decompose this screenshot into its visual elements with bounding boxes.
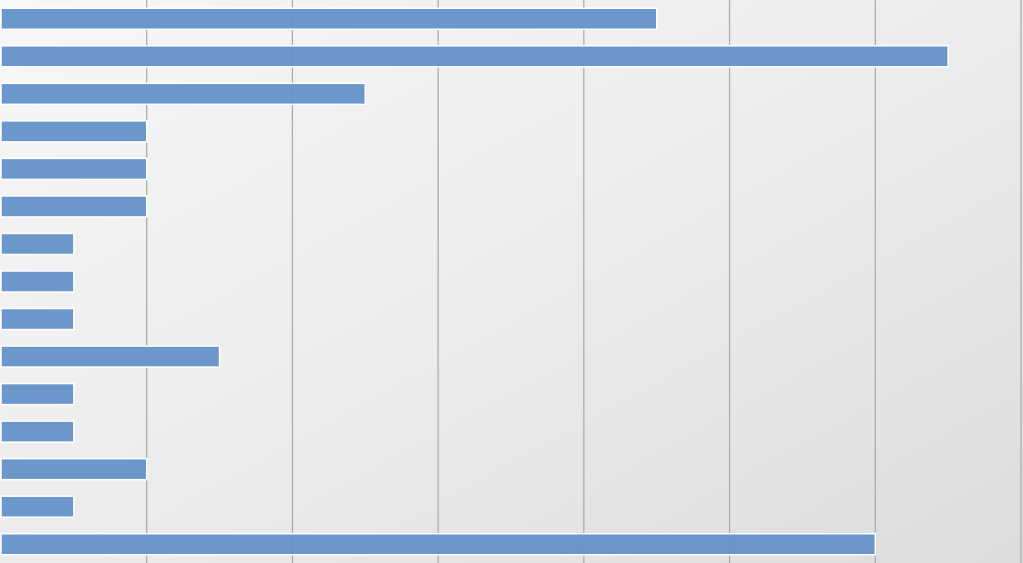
bar [0,495,75,518]
bar [0,195,148,218]
bar [0,532,877,556]
bar [0,45,949,68]
bar [0,232,75,256]
bar [0,345,221,368]
bar [0,420,75,443]
bar [0,382,75,406]
bar [0,270,75,293]
bar [0,307,75,331]
bar [0,82,367,106]
bar [0,457,148,481]
bar [0,7,658,31]
bar [0,120,148,143]
bar [0,157,148,181]
